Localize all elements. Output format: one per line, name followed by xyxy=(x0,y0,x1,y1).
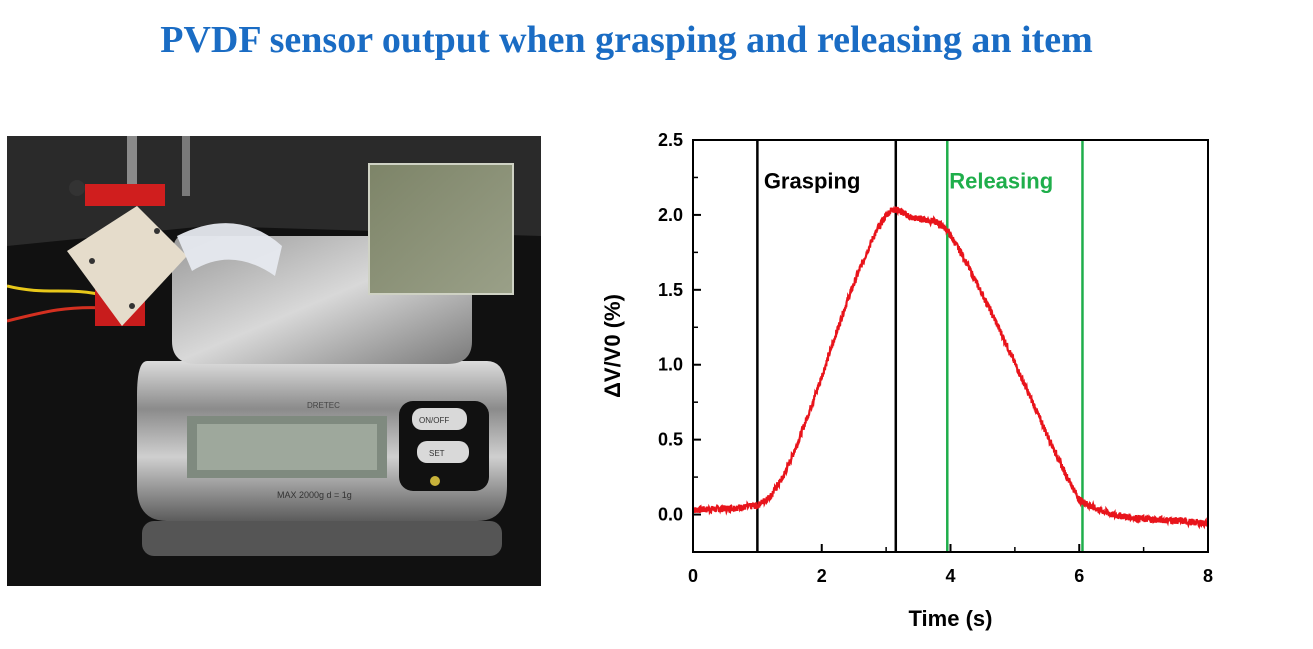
x-tick-label-3: 6 xyxy=(1074,566,1084,586)
y-axis-title: ΔV/V0 (%) xyxy=(600,294,625,398)
y-tick-label-1: 0.5 xyxy=(658,430,683,450)
scale-brand-text: DRETEC xyxy=(307,401,340,410)
y-tick-label-2: 1.0 xyxy=(658,355,683,375)
on-off-label: ON/OFF xyxy=(419,416,449,425)
y-tick-label-0: 0.0 xyxy=(658,505,683,525)
scale-gripper-illustration: MAX 2000g d = 1g DRETEC ON/OFF SET xyxy=(7,136,541,586)
slide-title: PVDF sensor output when grasping and rel… xyxy=(160,19,1093,61)
x-tick-label-2: 4 xyxy=(945,566,955,586)
y-tick-label-3: 1.5 xyxy=(658,280,683,300)
x-tick-label-0: 0 xyxy=(688,566,698,586)
plot-frame xyxy=(692,139,1209,553)
set-label: SET xyxy=(429,449,445,458)
x-tick-label-1: 2 xyxy=(817,566,827,586)
annotation-releasing: Releasing xyxy=(949,168,1053,193)
signal-series-line xyxy=(693,205,1208,530)
experiment-photo: MAX 2000g d = 1g DRETEC ON/OFF SET xyxy=(7,136,541,586)
y-tick-label-5: 2.5 xyxy=(658,130,683,150)
y-tick-label-4: 2.0 xyxy=(658,205,683,225)
x-tick-label-4: 8 xyxy=(1203,566,1213,586)
x-axis-title: Time (s) xyxy=(909,606,993,631)
annotation-grasping: Grasping xyxy=(764,168,861,193)
sensor-output-chart: 0 2 4 6 8 0.0 0.5 1.0 1.5 2.0 2.5 Grasping Releasing… xyxy=(600,130,1213,631)
scale-spec-text: MAX 2000g d = 1g xyxy=(277,490,352,500)
